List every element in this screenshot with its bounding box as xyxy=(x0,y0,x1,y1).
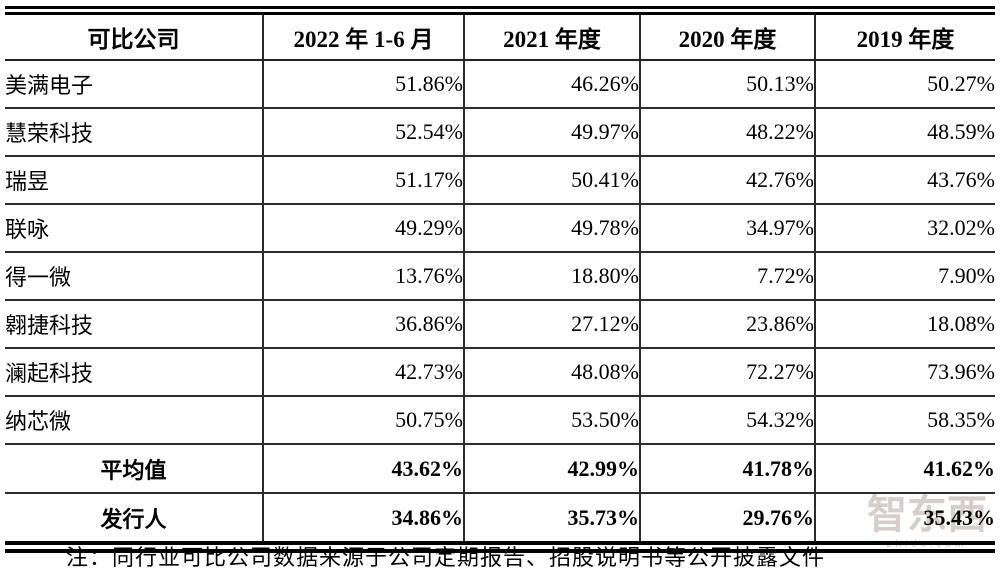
value-cell: 7.72% xyxy=(639,252,815,301)
value-cell: 23.86% xyxy=(639,300,815,349)
value-cell: 50.41% xyxy=(463,156,640,205)
value-cell: 42.99% xyxy=(463,444,640,494)
value-cell: 51.17% xyxy=(262,156,464,205)
row-label-cell: 美满电子 xyxy=(5,60,263,109)
value-cell: 72.27% xyxy=(639,348,815,397)
value-cell: 48.59% xyxy=(814,108,995,157)
row-label-cell: 翱捷科技 xyxy=(5,300,263,349)
value-cell: 54.32% xyxy=(639,396,815,445)
value-cell: 42.76% xyxy=(639,156,815,205)
footnote: 注：同行业可比公司数据来源于公司定期报告、招股说明书等公开披露文件 xyxy=(66,545,826,570)
value-cell: 49.97% xyxy=(463,108,640,157)
row-label-cell: 纳芯微 xyxy=(5,396,263,445)
value-cell: 34.97% xyxy=(639,204,815,253)
row-label-cell: 瑞昱 xyxy=(5,156,263,205)
table-row: 澜起科技 42.73% 48.08% 72.27% 73.96% xyxy=(5,348,995,397)
value-cell: 50.27% xyxy=(814,60,995,109)
value-cell: 27.12% xyxy=(463,300,640,349)
table-row: 纳芯微 50.75% 53.50% 54.32% 58.35% xyxy=(5,396,995,445)
value-cell: 50.75% xyxy=(262,396,464,445)
value-cell: 34.86% xyxy=(262,493,464,547)
row-label-cell: 发行人 xyxy=(100,506,167,532)
value-cell: 58.35% xyxy=(814,396,995,445)
value-cell: 29.76% xyxy=(639,493,815,547)
header-period-column: 2022 年 1-6 月 xyxy=(262,10,464,61)
table-row: 美满电子 51.86% 46.26% 50.13% 50.27% xyxy=(5,60,995,109)
value-cell: 48.22% xyxy=(639,108,815,157)
header-period-column: 2021 年度 xyxy=(463,10,640,61)
value-cell: 48.08% xyxy=(463,348,640,397)
value-cell: 32.02% xyxy=(814,204,995,253)
row-label-cell: 联咏 xyxy=(5,204,263,253)
value-cell: 13.76% xyxy=(262,252,464,301)
table-row: 得一微 13.76% 18.80% 7.72% 7.90% xyxy=(5,252,995,301)
value-cell: 73.96% xyxy=(814,348,995,397)
value-cell: 43.62% xyxy=(262,444,464,494)
value-cell: 35.43% xyxy=(814,493,995,547)
table-row: 联咏 49.29% 49.78% 34.97% 32.02% xyxy=(5,204,995,253)
value-cell: 18.08% xyxy=(814,300,995,349)
value-cell: 41.62% xyxy=(814,444,995,494)
value-cell: 42.73% xyxy=(262,348,464,397)
value-cell: 35.73% xyxy=(463,493,640,547)
table-row: 发行人 34.86% 35.73% 29.76% 35.43% xyxy=(5,493,995,547)
table-row: 平均值 43.62% 42.99% 41.78% 41.62% xyxy=(5,444,995,494)
table-header-row: 可比公司 2022 年 1-6 月 2021 年度 2020 年度 2019 年度 xyxy=(5,10,995,61)
value-cell: 46.26% xyxy=(463,60,640,109)
row-label-cell: 澜起科技 xyxy=(5,348,263,397)
header-period-column: 2019 年度 xyxy=(814,10,995,61)
value-cell: 18.80% xyxy=(463,252,640,301)
value-cell: 7.90% xyxy=(814,252,995,301)
value-cell: 43.76% xyxy=(814,156,995,205)
table-row: 慧荣科技 52.54% 49.97% 48.22% 48.59% xyxy=(5,108,995,157)
row-label-cell: 得一微 xyxy=(5,252,263,301)
table-row: 翱捷科技 36.86% 27.12% 23.86% 18.08% xyxy=(5,300,995,349)
value-cell: 36.86% xyxy=(262,300,464,349)
header-period-column: 2020 年度 xyxy=(639,10,815,61)
row-label-cell: 平均值 xyxy=(5,444,263,494)
comparable-companies-table: 可比公司 2022 年 1-6 月 2021 年度 2020 年度 2019 年度 美满… xyxy=(5,6,995,553)
value-cell: 50.13% xyxy=(639,60,815,109)
value-cell: 52.54% xyxy=(262,108,464,157)
table-row: 瑞昱 51.17% 50.41% 42.76% 43.76% xyxy=(5,156,995,205)
value-cell: 49.29% xyxy=(262,204,464,253)
value-cell: 41.78% xyxy=(639,444,815,494)
header-company-column: 可比公司 xyxy=(5,10,263,61)
value-cell: 51.86% xyxy=(262,60,464,109)
value-cell: 49.78% xyxy=(463,204,640,253)
value-cell: 53.50% xyxy=(463,396,640,445)
row-label-cell: 慧荣科技 xyxy=(5,108,263,157)
